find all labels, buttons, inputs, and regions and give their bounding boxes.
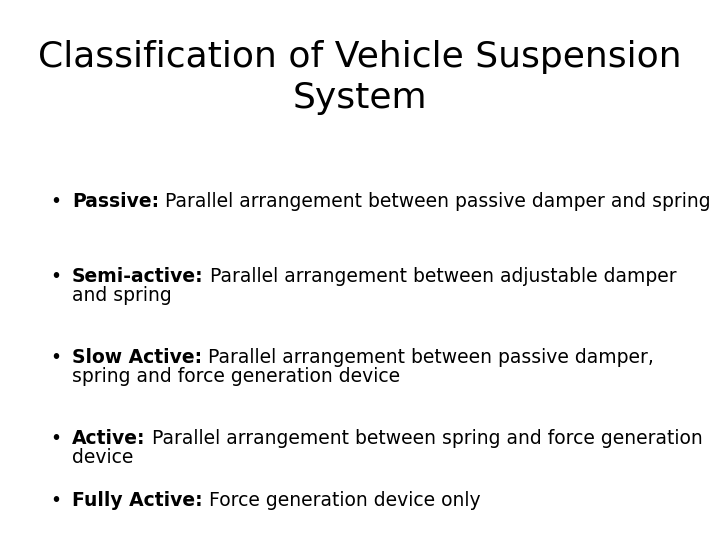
Text: •: • [50,267,61,286]
Text: Active:: Active: [72,429,145,448]
Text: spring and force generation device: spring and force generation device [72,367,400,386]
Text: device: device [72,448,133,467]
Text: •: • [50,429,61,448]
Text: Parallel arrangement between passive damper,: Parallel arrangement between passive dam… [202,348,654,367]
Text: Fully Active:: Fully Active: [72,491,202,510]
Text: Classification of Vehicle Suspension
System: Classification of Vehicle Suspension Sys… [38,40,682,115]
Text: and spring: and spring [72,286,172,305]
Text: Semi-active:: Semi-active: [72,267,204,286]
Text: Parallel arrangement between passive damper and spring: Parallel arrangement between passive dam… [159,192,711,211]
Text: Force generation device only: Force generation device only [202,491,480,510]
Text: •: • [50,348,61,367]
Text: Parallel arrangement between spring and force generation: Parallel arrangement between spring and … [145,429,702,448]
Text: Passive:: Passive: [72,192,159,211]
Text: •: • [50,491,61,510]
Text: •: • [50,192,61,211]
Text: Slow Active:: Slow Active: [72,348,202,367]
Text: Parallel arrangement between adjustable damper: Parallel arrangement between adjustable … [204,267,676,286]
